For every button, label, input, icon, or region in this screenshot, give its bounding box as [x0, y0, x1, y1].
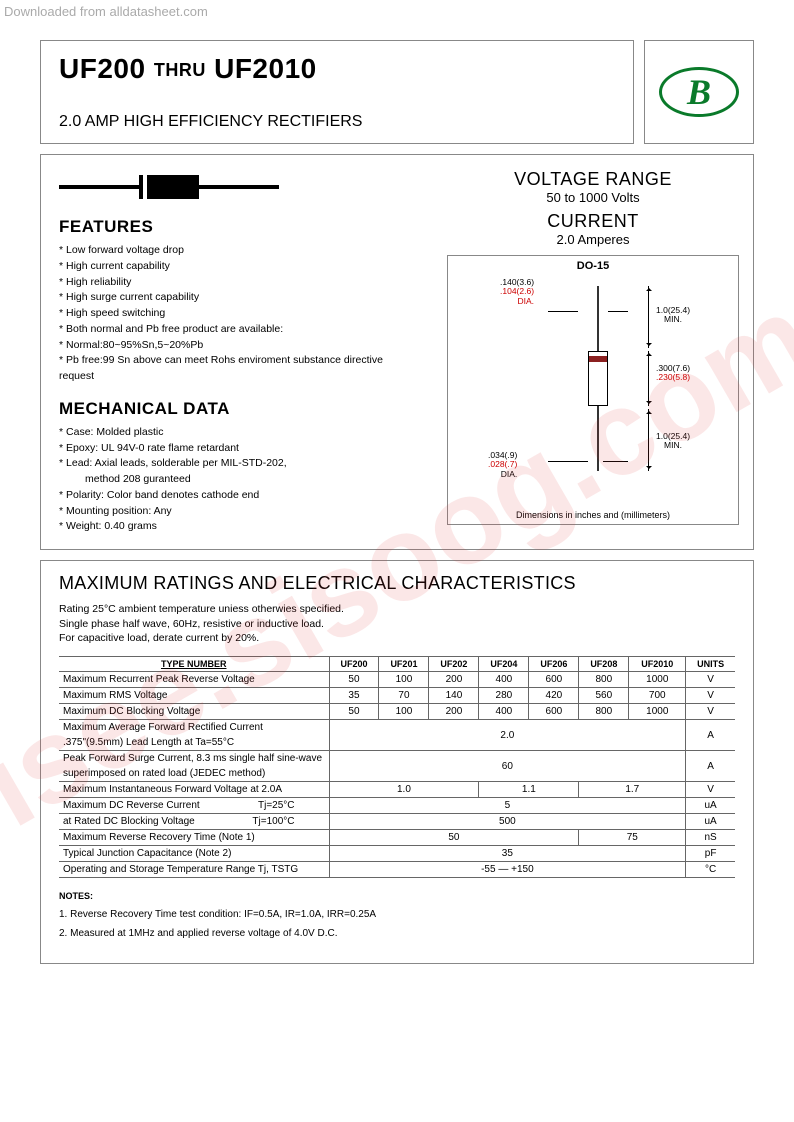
notes-heading: NOTES:	[59, 888, 735, 905]
col-header: UF200	[329, 657, 379, 672]
download-source: Downloaded from alldatasheet.com	[4, 4, 208, 19]
left-column: FEATURES Low forward voltage drop High c…	[41, 155, 433, 549]
thru-text: THRU	[154, 60, 206, 80]
feature-item: Normal:80~95%Sn,5~20%Pb	[59, 338, 415, 354]
mechanical-list2: Polarity: Color band denotes cathode end…	[59, 488, 415, 535]
dim-body-len: .300(7.6) .230(5.8)	[656, 364, 690, 383]
feature-item: Pb free:99 Sn above can meet Rohs enviro…	[59, 353, 415, 385]
table-row: Typical Junction Capacitance (Note 2) 35…	[59, 846, 735, 862]
voltage-range-title: VOLTAGE RANGE	[447, 169, 739, 190]
col-header: UF202	[429, 657, 479, 672]
body-box: FEATURES Low forward voltage drop High c…	[40, 154, 754, 550]
datasheet-page: UF200 THRU UF2010 2.0 AMP HIGH EFFICIENC…	[40, 40, 754, 964]
mech-item: Lead: Axial leads, solderable per MIL-ST…	[59, 456, 415, 472]
mech-item: Mounting position: Any	[59, 504, 415, 520]
table-row: Maximum Recurrent Peak Reverse Voltage 5…	[59, 672, 735, 688]
current-value: 2.0 Amperes	[447, 232, 739, 247]
ratings-table: TYPE NUMBER UF200 UF201 UF202 UF204 UF20…	[59, 656, 735, 878]
note-item: 1. Reverse Recovery Time test condition:…	[59, 905, 735, 924]
table-row: Maximum DC Blocking Voltage 501002004006…	[59, 704, 735, 720]
package-drawing: DO-15 .140(3.6) .104(2.6) DIA. 1.0(25.4)…	[447, 255, 739, 525]
current-title: CURRENT	[447, 211, 739, 232]
logo-box: B	[644, 40, 754, 144]
dim-lead-min-top: 1.0(25.4)MIN.	[656, 306, 690, 325]
feature-item: Both normal and Pb free product are avai…	[59, 322, 415, 338]
table-row: Maximum Reverse Recovery Time (Note 1) 5…	[59, 830, 735, 846]
table-header-row: TYPE NUMBER UF200 UF201 UF202 UF204 UF20…	[59, 657, 735, 672]
features-heading: FEATURES	[59, 217, 415, 237]
col-header: UF206	[529, 657, 579, 672]
ratings-conditions: Rating 25°C ambient temperature uniess o…	[59, 602, 735, 646]
package-name: DO-15	[577, 260, 609, 272]
dim-lead-dia: .034(.9) .028(.7) DIA.	[488, 451, 517, 479]
mech-item: Polarity: Color band denotes cathode end	[59, 488, 415, 504]
table-row: Maximum DC Reverse CurrentTj=25°C 5 uA	[59, 798, 735, 814]
table-row: Maximum Instantaneous Forward Voltage at…	[59, 782, 735, 798]
col-header: UF204	[479, 657, 529, 672]
ratings-box: MAXIMUM RATINGS AND ELECTRICAL CHARACTER…	[40, 560, 754, 964]
mechanical-heading: MECHANICAL DATA	[59, 399, 415, 419]
subtitle: 2.0 AMP HIGH EFFICIENCY RECTIFIERS	[59, 113, 615, 131]
package-diode-icon	[588, 286, 608, 471]
type-number-header: TYPE NUMBER	[59, 657, 329, 672]
note-item: 2. Measured at 1MHz and applied reverse …	[59, 924, 735, 943]
mech-item: Weight: 0.40 grams	[59, 519, 415, 535]
diode-symbol-icon	[59, 175, 279, 199]
part-from: UF200	[59, 53, 146, 84]
header-row: UF200 THRU UF2010 2.0 AMP HIGH EFFICIENC…	[40, 40, 754, 144]
voltage-range-value: 50 to 1000 Volts	[447, 190, 739, 205]
features-list: Low forward voltage drop High current ca…	[59, 243, 415, 385]
header-box: UF200 THRU UF2010 2.0 AMP HIGH EFFICIENC…	[40, 40, 634, 144]
right-column: VOLTAGE RANGE 50 to 1000 Volts CURRENT 2…	[433, 155, 753, 549]
package-footer: Dimensions in inches and (millimeters)	[448, 510, 738, 520]
feature-item: High speed switching	[59, 306, 415, 322]
table-row: Peak Forward Surge Current, 8.3 ms singl…	[59, 751, 735, 767]
table-row: Maximum Average Forward Rectified Curren…	[59, 720, 735, 736]
dim-lead-min-bot: 1.0(25.4)MIN.	[656, 432, 690, 451]
col-header: UF2010	[629, 657, 686, 672]
feature-item: High current capability	[59, 259, 415, 275]
part-to: UF2010	[214, 53, 317, 84]
table-row: Maximum RMS Voltage 3570140280420560700 …	[59, 688, 735, 704]
mech-item: Case: Molded plastic	[59, 425, 415, 441]
table-row: Operating and Storage Temperature Range …	[59, 862, 735, 878]
mechanical-list: Case: Molded plastic Epoxy: UL 94V-0 rat…	[59, 425, 415, 472]
dim-lead-width: .140(3.6) .104(2.6) DIA.	[500, 278, 534, 306]
notes-section: NOTES: 1. Reverse Recovery Time test con…	[59, 888, 735, 943]
feature-item: High surge current capability	[59, 290, 415, 306]
mech-item: Epoxy: UL 94V-0 rate flame retardant	[59, 441, 415, 457]
feature-item: Low forward voltage drop	[59, 243, 415, 259]
part-title: UF200 THRU UF2010	[59, 53, 615, 85]
col-header: UF208	[579, 657, 629, 672]
table-row: at Rated DC Blocking VoltageTj=100°C 500…	[59, 814, 735, 830]
col-header: UNITS	[686, 657, 735, 672]
brand-logo: B	[659, 67, 739, 117]
col-header: UF201	[379, 657, 429, 672]
ratings-heading: MAXIMUM RATINGS AND ELECTRICAL CHARACTER…	[59, 573, 735, 594]
feature-item: High reliability	[59, 275, 415, 291]
mech-sub: method 208 guranteed	[59, 472, 415, 488]
